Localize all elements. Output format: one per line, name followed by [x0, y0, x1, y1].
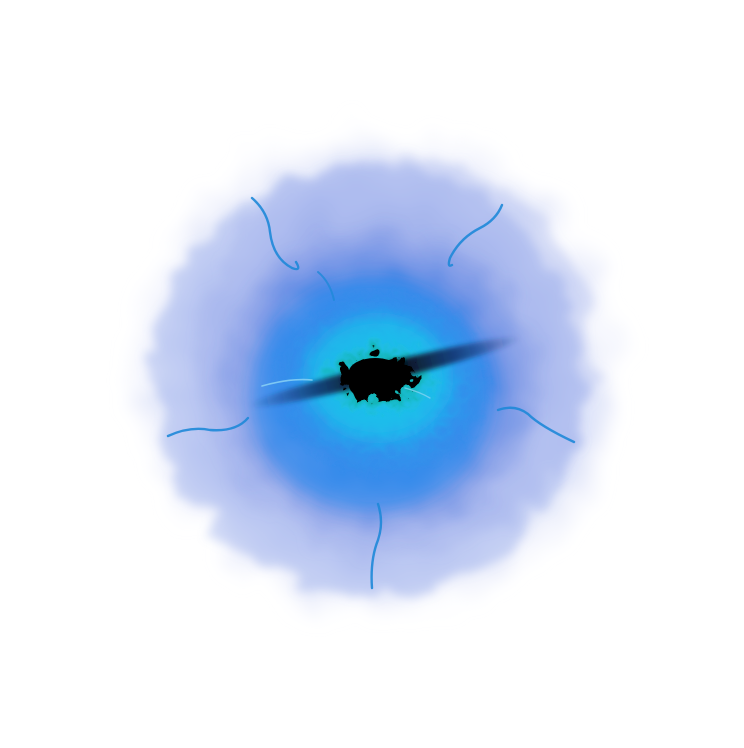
tendril-inner-right [404, 387, 431, 399]
tendrils [166, 196, 576, 590]
tendril-top-left [250, 196, 300, 271]
tendril-right [496, 406, 576, 444]
black-core [337, 350, 413, 394]
tendril-top-right [447, 203, 504, 267]
tendril-top-left-b [317, 271, 335, 301]
tendril-left [166, 416, 250, 438]
tendril-inner-left [261, 378, 313, 387]
tendril-bottom [370, 502, 383, 590]
